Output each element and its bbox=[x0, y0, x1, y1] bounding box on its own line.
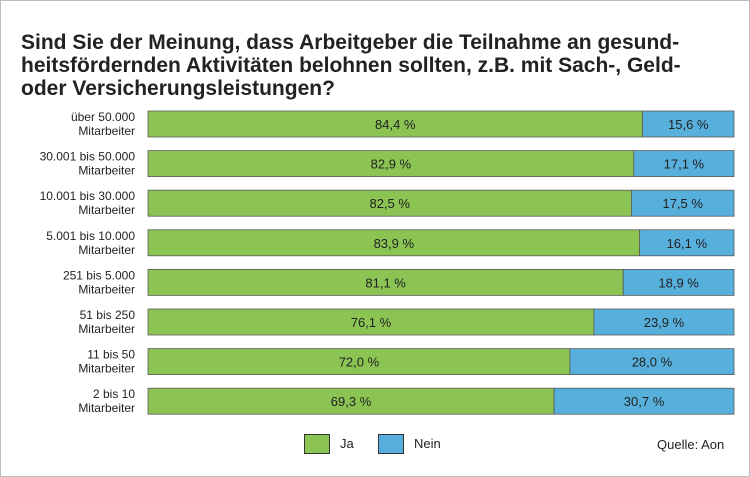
category-label: Mitarbeiter bbox=[78, 322, 135, 336]
category-label: Mitarbeiter bbox=[78, 203, 135, 217]
bar-segment-ja bbox=[147, 189, 632, 217]
legend-swatch-ja bbox=[304, 434, 330, 454]
category-label: Mitarbeiter bbox=[78, 282, 135, 296]
category-label: 51 bis 250 bbox=[80, 308, 136, 322]
legend-swatch-nein bbox=[378, 434, 404, 454]
category-label: 30.001 bis 50.000 bbox=[40, 150, 136, 164]
data-label: 16,1 % bbox=[667, 236, 708, 251]
bar-segment-ja bbox=[147, 110, 643, 138]
category-label: Mitarbeiter bbox=[78, 401, 135, 415]
legend-label-ja: Ja bbox=[340, 436, 354, 451]
data-label: 81,1 % bbox=[365, 275, 406, 290]
bar-segment-ja bbox=[147, 348, 571, 376]
title-line-3: oder Versicherungsleistungen? bbox=[21, 77, 335, 100]
chart-title: Sind Sie der Meinung, dass Arbeitgeber d… bbox=[21, 31, 721, 100]
data-label: 76,1 % bbox=[351, 315, 392, 330]
bar-segment-nein bbox=[642, 110, 735, 138]
data-label: 69,3 % bbox=[331, 394, 372, 409]
data-label: 82,5 % bbox=[369, 196, 410, 211]
bar-segment-ja bbox=[147, 308, 595, 336]
legend-label-nein: Nein bbox=[414, 436, 441, 451]
category-label: 2 bis 10 bbox=[93, 387, 135, 401]
bar-segment-ja bbox=[147, 229, 641, 257]
data-label: 15,6 % bbox=[668, 117, 709, 132]
category-label: über 50.000 bbox=[71, 110, 135, 124]
data-label: 84,4 % bbox=[375, 117, 416, 132]
data-label: 72,0 % bbox=[339, 355, 380, 370]
bar-segment-ja bbox=[147, 150, 635, 178]
category-label: 11 bis 50 bbox=[87, 348, 135, 362]
title-line-2: heitsfördernden Aktivitäten belohnen sol… bbox=[21, 54, 681, 77]
category-label: Mitarbeiter bbox=[78, 362, 135, 376]
data-label: 83,9 % bbox=[374, 236, 415, 251]
bar-segment-nein bbox=[631, 189, 735, 217]
category-label: 10.001 bis 30.000 bbox=[40, 189, 136, 203]
data-label: 82,9 % bbox=[371, 157, 412, 172]
data-label: 23,9 % bbox=[644, 315, 685, 330]
category-label: 251 bis 5.000 bbox=[63, 268, 135, 282]
category-label: 5.001 bis 10.000 bbox=[46, 229, 135, 243]
bar-segment-ja bbox=[147, 387, 555, 415]
bar-segment-nein bbox=[569, 348, 735, 376]
bar-segment-nein bbox=[622, 268, 735, 296]
category-label: Mitarbeiter bbox=[78, 164, 135, 178]
category-label: Mitarbeiter bbox=[78, 124, 135, 138]
bar-segment-nein bbox=[639, 229, 735, 257]
category-label: Mitarbeiter bbox=[78, 243, 135, 257]
bar-segment-nein bbox=[633, 150, 735, 178]
bar-segment-nein bbox=[553, 387, 735, 415]
data-label: 30,7 % bbox=[624, 394, 665, 409]
bar-segment-nein bbox=[593, 308, 735, 336]
bar-segment-ja bbox=[147, 268, 624, 296]
data-label: 18,9 % bbox=[658, 275, 699, 290]
title-line-1: Sind Sie der Meinung, dass Arbeitgeber d… bbox=[21, 31, 680, 54]
data-label: 17,1 % bbox=[664, 157, 705, 172]
data-label: 17,5 % bbox=[662, 196, 703, 211]
data-label: 28,0 % bbox=[632, 355, 673, 370]
source-note: Quelle: Aon bbox=[657, 437, 725, 452]
